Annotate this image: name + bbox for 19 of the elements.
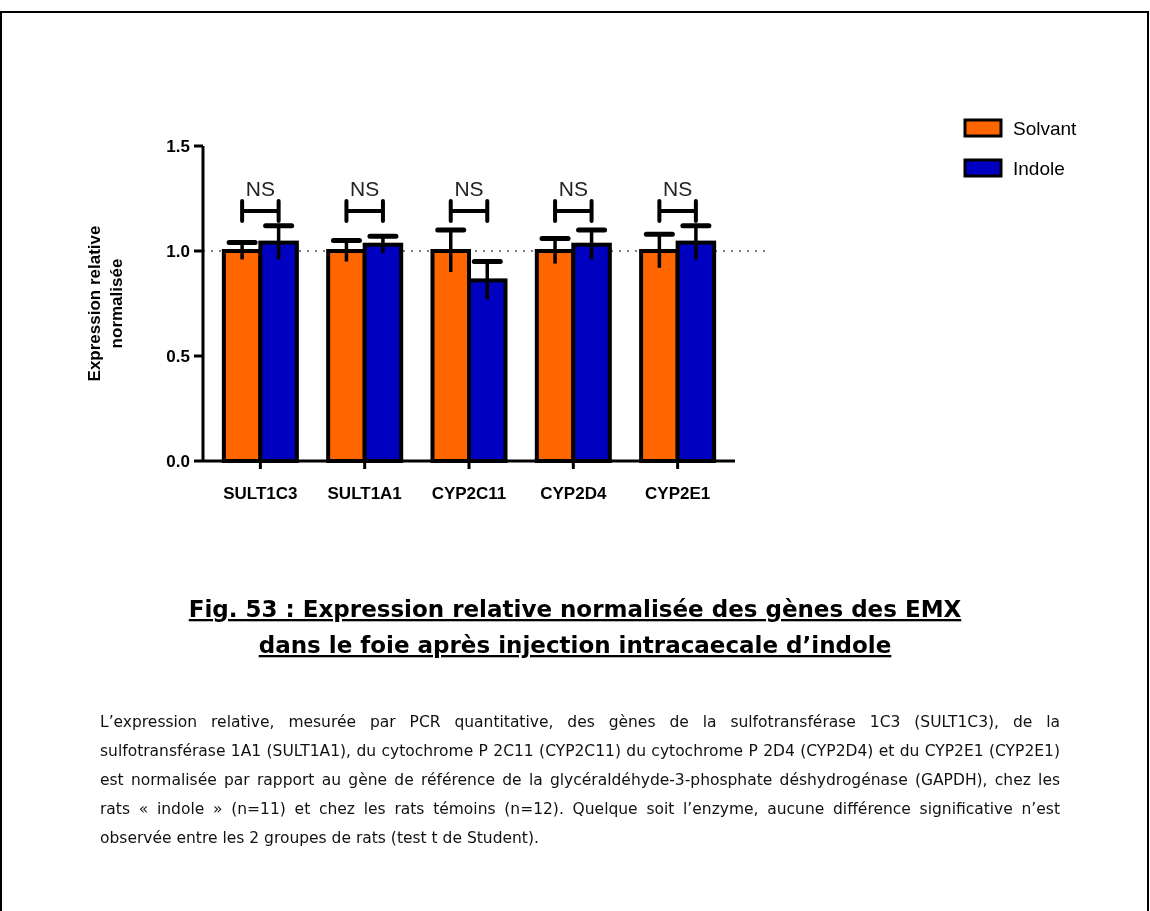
x-tick-label: SULT1C3 (223, 484, 298, 503)
legend-label: Indole (1013, 157, 1065, 179)
text: Fig. 53 : Expression relative normalisée des gènes des EMX dans le foie après injection intracaecale d’indole (188, 596, 962, 658)
y-tick-label: 1.0 (166, 241, 190, 261)
text: L’expression relative, mesurée par PCR quantitative, des gènes de la sulfotransférase 1C3 (SULT1C3), de la sulfotransférase 1A1 (SULT1A1), du cytochrome P 2C11 (CYP2C11) du cytochrome P 2D4 (CYP2D4) et du CYP2E1 (CYP2E1) est normalisée par rapport au gène de référence de la glycéraldéhyde-3-phosphate déshydrogénase (GAPDH), chez les rats « indole » (n=11) et chez les rats témoins (n=12). Quelque soit l’enzyme, aucune différence significative n’est observée entre les 2 groupes de rats (test t de Student). (100, 712, 1060, 849)
annotation: NS (245, 177, 275, 200)
annotation: NS (350, 177, 380, 200)
x-tick-label: CYP2E1 (645, 484, 711, 503)
x-tick-label: CYP2D4 (540, 484, 607, 503)
legend-label: Solvant (1013, 117, 1078, 139)
annotation: NS (454, 177, 484, 200)
x-tick-label: SULT1A1 (327, 484, 402, 503)
y-tick-label: 0.0 (166, 451, 190, 471)
x-tick-label: CYP2C11 (431, 484, 507, 503)
y-tick-label: 0.5 (166, 346, 190, 366)
annotation: NS (558, 177, 588, 200)
annotation: NS (663, 177, 693, 200)
y-axis-title: Expression relative normalisée (85, 225, 126, 382)
y-tick-label: 1.5 (166, 136, 190, 156)
